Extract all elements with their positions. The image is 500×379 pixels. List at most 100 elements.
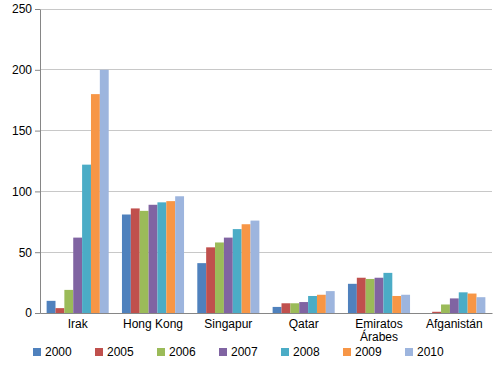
bar <box>273 307 282 313</box>
tick-label: Afganistán <box>426 317 483 331</box>
bar <box>281 303 290 313</box>
legend-label: 2006 <box>169 345 196 359</box>
bar <box>468 294 477 313</box>
bar <box>357 278 366 313</box>
bar <box>157 202 166 313</box>
axis-line <box>41 313 493 314</box>
tick-mark <box>35 313 40 314</box>
legend-item: 2006 <box>157 345 196 359</box>
tick-mark <box>35 131 40 132</box>
tick-label: Hong Kong <box>123 317 183 331</box>
grid <box>40 9 492 313</box>
bar <box>100 70 109 313</box>
bar <box>206 247 215 313</box>
tick: 50 <box>19 246 40 260</box>
bar <box>122 215 131 313</box>
bar <box>215 242 224 313</box>
tick-label: 0 <box>25 306 32 320</box>
tick-label: Qatar <box>289 317 319 331</box>
tick-mark <box>35 9 40 10</box>
legend-item: 2010 <box>405 345 444 359</box>
tick-mark <box>35 70 40 71</box>
legend: 2000 2005 2006 2007 2008 2009 2010 <box>33 345 444 359</box>
bar <box>166 201 175 313</box>
series <box>82 165 468 313</box>
legend-item: 2009 <box>343 345 382 359</box>
series <box>73 205 459 313</box>
legend-item: 2005 <box>95 345 134 359</box>
bar <box>73 238 82 313</box>
legend-swatch <box>157 348 165 356</box>
tick: Qatar <box>289 317 319 331</box>
tick: Singapur <box>204 317 252 331</box>
legend-item: 2008 <box>281 345 320 359</box>
series <box>100 70 486 313</box>
bar <box>140 211 149 313</box>
bar <box>401 295 410 313</box>
bar <box>251 221 260 313</box>
tick-label: 150 <box>12 124 32 138</box>
axis-line <box>40 10 41 314</box>
tick-label: Irak <box>68 317 89 331</box>
bar <box>224 238 233 313</box>
tick-mark <box>35 252 40 253</box>
series <box>55 208 441 313</box>
tick-label: 200 <box>12 63 32 77</box>
bar <box>197 263 206 313</box>
legend-swatch <box>405 348 413 356</box>
tick: 0 <box>25 306 40 320</box>
legend-label: 2010 <box>417 345 444 359</box>
bar <box>441 304 450 313</box>
bar <box>290 303 299 313</box>
chart: 0 50 100 150 200 250 Irak Hong Kong Singapur Qata… <box>0 0 500 379</box>
bar <box>308 296 317 313</box>
bar <box>423 313 432 314</box>
bar <box>175 196 184 313</box>
tick: 250 <box>12 2 40 16</box>
bar <box>392 296 401 313</box>
bar <box>55 308 64 313</box>
bar <box>82 165 91 313</box>
legend-label: 2008 <box>293 345 320 359</box>
legend-item: 2007 <box>219 345 258 359</box>
bar <box>477 297 486 313</box>
bar <box>131 208 140 313</box>
legend-swatch <box>219 348 227 356</box>
bar <box>375 278 384 313</box>
tick-label: EmiratosÁrabes <box>355 317 402 345</box>
grid-line <box>40 9 492 10</box>
bar <box>326 291 335 313</box>
bar <box>450 298 459 313</box>
tick: 150 <box>12 124 40 138</box>
tick: Irak <box>68 317 89 331</box>
plot: 0 50 100 150 200 250 Irak Hong Kong Singapur Qata… <box>12 2 493 344</box>
bar <box>233 229 242 313</box>
legend-label: 2009 <box>355 345 382 359</box>
legend-swatch <box>33 348 41 356</box>
legend-label: 2005 <box>107 345 134 359</box>
tick: 200 <box>12 63 40 77</box>
tick-label: Singapur <box>204 317 252 331</box>
series <box>91 94 477 313</box>
bar <box>91 94 100 313</box>
legend-label: 2007 <box>231 345 258 359</box>
tick-label: 250 <box>12 2 32 16</box>
tick: Afganistán <box>426 317 483 331</box>
bars <box>47 70 486 313</box>
bar <box>64 290 73 313</box>
x-axis: Irak Hong Kong Singapur Qatar EmiratosÁrabes… <box>41 314 493 345</box>
tick: 100 <box>12 185 40 199</box>
bar <box>299 302 308 313</box>
bar <box>242 224 251 313</box>
bar <box>383 273 392 313</box>
y-axis: 0 50 100 150 200 250 <box>12 2 41 320</box>
legend-swatch <box>281 348 289 356</box>
bar <box>149 205 158 313</box>
tick-mark <box>35 191 40 192</box>
tick: Hong Kong <box>123 317 183 331</box>
bar <box>47 301 56 313</box>
bar <box>366 279 375 313</box>
bar <box>432 312 441 313</box>
tick-label: 100 <box>12 185 32 199</box>
legend-label: 2000 <box>45 345 72 359</box>
